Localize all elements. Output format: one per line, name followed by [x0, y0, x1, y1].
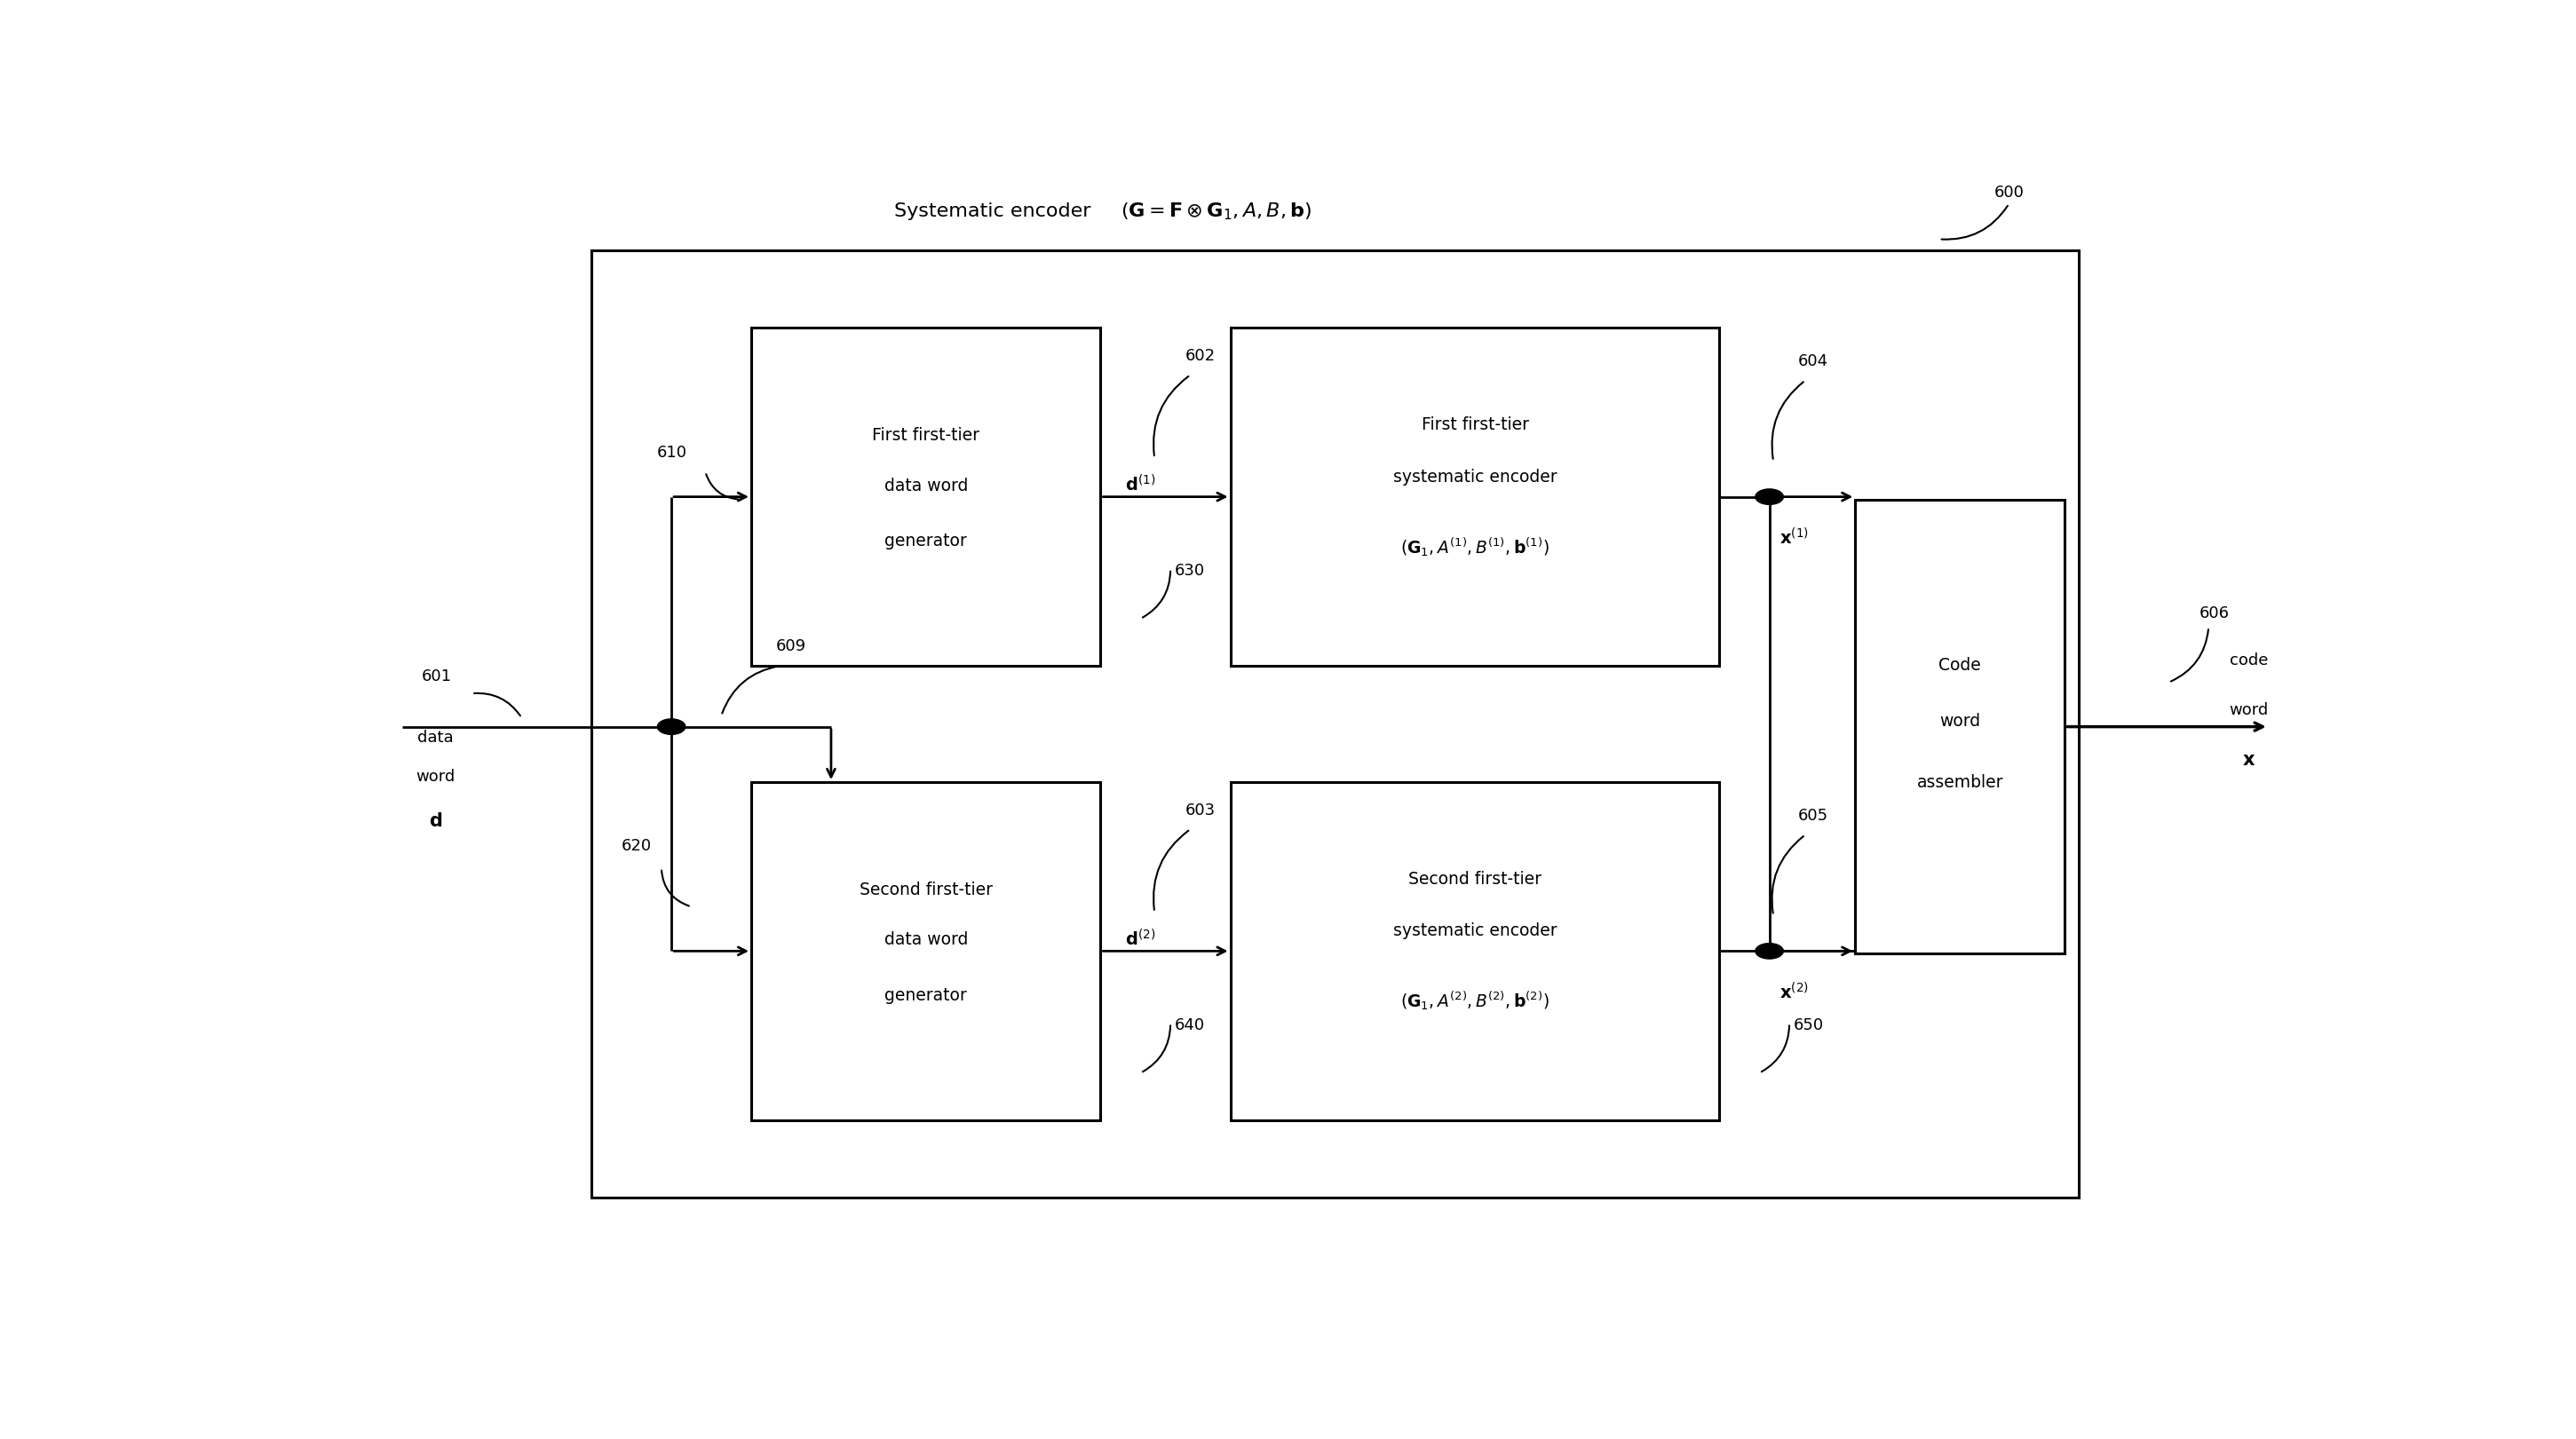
- Text: 609: 609: [775, 639, 806, 655]
- Text: $\mathbf{x}^{(1)}$: $\mathbf{x}^{(1)}$: [1780, 528, 1808, 548]
- Bar: [592, 250, 2079, 1197]
- Circle shape: [1754, 944, 1783, 958]
- Text: word: word: [2228, 702, 2269, 718]
- Bar: [1231, 328, 1721, 666]
- Text: word: word: [417, 768, 456, 784]
- Circle shape: [1754, 489, 1783, 505]
- Text: word: word: [1940, 712, 1981, 730]
- Text: 604: 604: [1798, 354, 1829, 370]
- Text: data word: data word: [884, 478, 969, 494]
- Text: systematic encoder: systematic encoder: [1394, 469, 1556, 485]
- Text: 603: 603: [1185, 802, 1216, 819]
- Bar: [752, 328, 1100, 666]
- Text: 630: 630: [1175, 563, 1206, 580]
- Text: First first-tier: First first-tier: [873, 427, 979, 445]
- Text: 610: 610: [657, 445, 688, 460]
- Circle shape: [657, 720, 685, 734]
- Text: 601: 601: [422, 669, 451, 685]
- Text: $\mathbf{x}$: $\mathbf{x}$: [2241, 751, 2254, 768]
- Text: assembler: assembler: [1917, 774, 2004, 790]
- Text: code: code: [2228, 652, 2267, 668]
- Text: $\mathbf{d}^{(2)}$: $\mathbf{d}^{(2)}$: [1126, 930, 1157, 950]
- Text: 650: 650: [1793, 1017, 1824, 1033]
- Text: data: data: [417, 730, 453, 745]
- Text: systematic encoder: systematic encoder: [1394, 922, 1556, 940]
- Bar: [1855, 499, 2066, 954]
- Text: generator: generator: [884, 987, 966, 1004]
- Text: 606: 606: [2200, 606, 2231, 622]
- Bar: [752, 783, 1100, 1120]
- Text: 600: 600: [1994, 184, 2025, 200]
- Text: $(\mathbf{G}_1, A^{(1)}, B^{(1)}, \mathbf{b}^{(1)})$: $(\mathbf{G}_1, A^{(1)}, B^{(1)}, \mathb…: [1401, 535, 1548, 558]
- Text: 620: 620: [621, 837, 652, 853]
- Text: data word: data word: [884, 931, 969, 948]
- Text: $\mathbf{d}$: $\mathbf{d}$: [430, 812, 443, 830]
- Text: Second first-tier: Second first-tier: [860, 882, 992, 898]
- Text: Second first-tier: Second first-tier: [1409, 871, 1540, 888]
- Text: $(\mathbf{G}_1, A^{(2)}, B^{(2)}, \mathbf{b}^{(2)})$: $(\mathbf{G}_1, A^{(2)}, B^{(2)}, \mathb…: [1401, 990, 1548, 1012]
- Text: 640: 640: [1175, 1017, 1206, 1033]
- Text: $(\mathbf{G} = \mathbf{F} \otimes \mathbf{G}_1, A, B, \mathbf{b})$: $(\mathbf{G} = \mathbf{F} \otimes \mathb…: [1121, 201, 1311, 222]
- Text: generator: generator: [884, 532, 966, 550]
- Text: 602: 602: [1185, 348, 1216, 364]
- Text: Code: Code: [1940, 658, 1981, 675]
- Bar: [1231, 783, 1721, 1120]
- Text: First first-tier: First first-tier: [1422, 416, 1528, 433]
- Text: $\mathbf{d}^{(1)}$: $\mathbf{d}^{(1)}$: [1126, 475, 1157, 495]
- Text: Systematic encoder: Systematic encoder: [894, 203, 1090, 220]
- Text: 605: 605: [1798, 807, 1829, 823]
- Text: $\mathbf{x}^{(2)}$: $\mathbf{x}^{(2)}$: [1780, 981, 1808, 1003]
